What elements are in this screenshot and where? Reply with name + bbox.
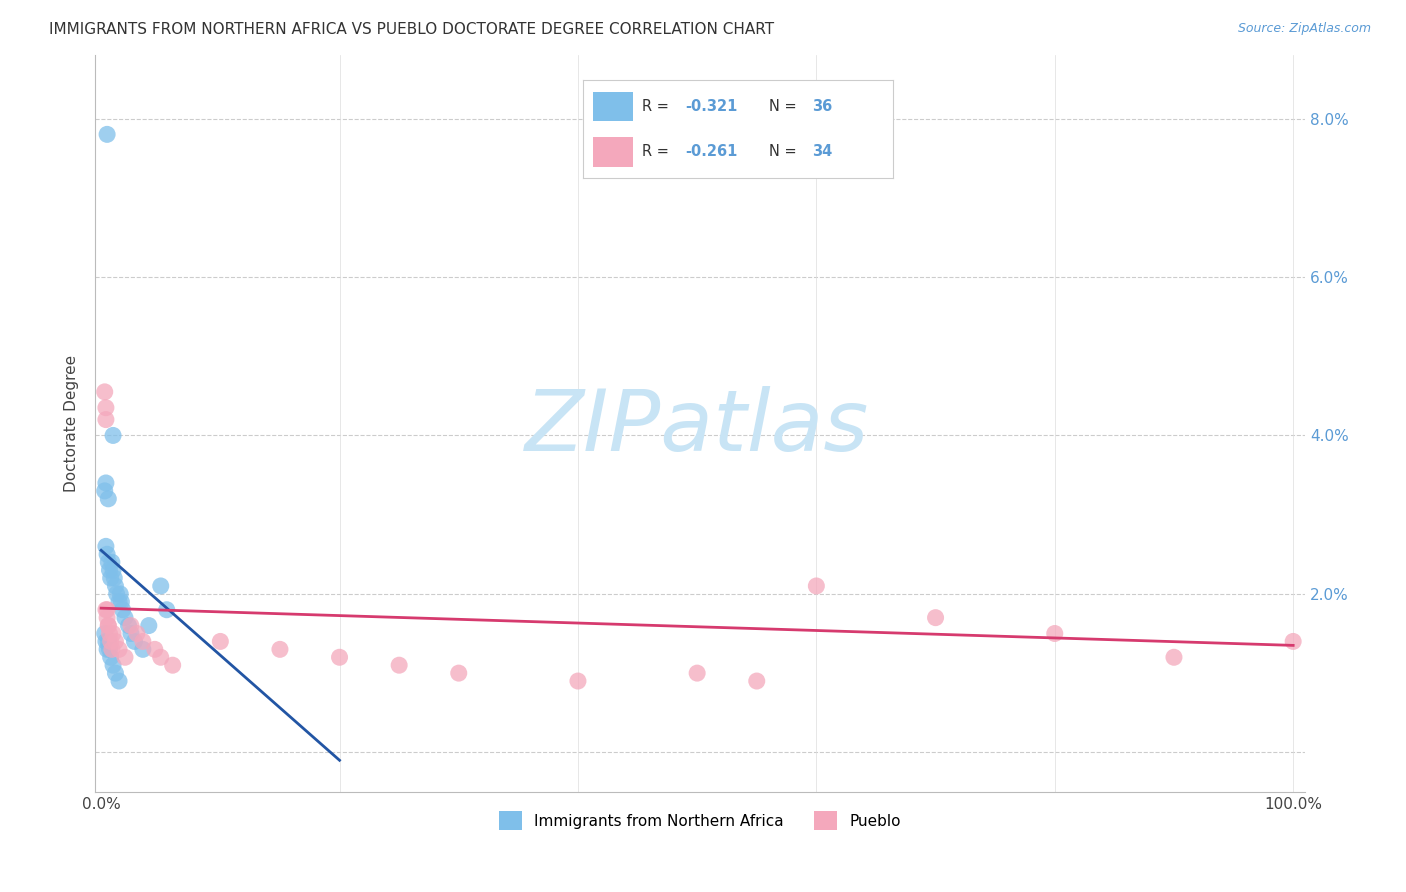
Legend: Immigrants from Northern Africa, Pueblo: Immigrants from Northern Africa, Pueblo [494, 805, 907, 836]
Point [97, 491, 120, 506]
Text: IMMIGRANTS FROM NORTHERN AFRICA VS PUEBLO DOCTORATE DEGREE CORRELATION CHART: IMMIGRANTS FROM NORTHERN AFRICA VS PUEBL… [49, 22, 775, 37]
Text: R =: R = [643, 145, 673, 160]
Point [108, 642, 131, 657]
Point [209, 634, 232, 648]
Point [124, 634, 146, 648]
Point [101, 563, 124, 577]
Text: 36: 36 [813, 99, 832, 114]
Point [94, 603, 117, 617]
Point [1043, 626, 1066, 640]
FancyBboxPatch shape [593, 137, 633, 167]
Point [93, 384, 115, 399]
Point [114, 650, 136, 665]
Y-axis label: Doctorate Degree: Doctorate Degree [65, 355, 79, 492]
Point [745, 673, 768, 688]
Point [686, 666, 709, 681]
Point [97, 618, 120, 632]
Point [94, 634, 117, 648]
Point [96, 547, 118, 561]
Point [924, 610, 946, 624]
Point [120, 618, 142, 632]
Point [96, 610, 118, 624]
Point [97, 618, 120, 632]
Point [105, 587, 128, 601]
Point [162, 658, 184, 673]
Text: N =: N = [769, 145, 801, 160]
Text: 34: 34 [813, 145, 832, 160]
Point [132, 642, 155, 657]
Point [96, 603, 118, 617]
Point [114, 610, 136, 624]
Text: R =: R = [643, 99, 673, 114]
Point [100, 650, 122, 665]
Point [110, 587, 132, 601]
Point [94, 475, 117, 490]
Point [117, 618, 139, 632]
Point [104, 579, 127, 593]
Point [98, 563, 121, 577]
Point [149, 650, 172, 665]
Point [100, 571, 122, 585]
Point [103, 571, 125, 585]
Point [101, 626, 124, 640]
Point [567, 673, 589, 688]
Point [93, 483, 115, 498]
Point [149, 579, 172, 593]
Text: -0.321: -0.321 [686, 99, 738, 114]
Point [156, 603, 179, 617]
Text: N =: N = [769, 99, 801, 114]
Point [101, 658, 124, 673]
Text: Source: ZipAtlas.com: Source: ZipAtlas.com [1237, 22, 1371, 36]
Point [111, 603, 134, 617]
Point [94, 401, 117, 415]
Point [328, 650, 350, 665]
Point [120, 626, 142, 640]
Point [143, 642, 166, 657]
Point [101, 428, 124, 442]
Point [108, 673, 131, 688]
Point [96, 642, 118, 657]
Point [1163, 650, 1185, 665]
Point [93, 626, 115, 640]
Point [110, 595, 132, 609]
Point [96, 128, 118, 142]
Point [108, 595, 131, 609]
Point [104, 634, 127, 648]
Point [98, 626, 121, 640]
Text: -0.261: -0.261 [686, 145, 738, 160]
Point [447, 666, 470, 681]
Point [125, 626, 148, 640]
Point [269, 642, 291, 657]
Point [101, 642, 124, 657]
Point [1282, 634, 1305, 648]
Point [98, 642, 121, 657]
Point [138, 618, 160, 632]
Point [806, 579, 828, 593]
Point [132, 634, 155, 648]
Text: ZIPatlas: ZIPatlas [524, 386, 869, 469]
Point [104, 666, 127, 681]
FancyBboxPatch shape [593, 92, 633, 121]
Point [100, 634, 122, 648]
Point [101, 555, 124, 569]
Point [94, 412, 117, 426]
Point [97, 555, 120, 569]
Point [97, 634, 120, 648]
Point [388, 658, 411, 673]
Point [94, 540, 117, 554]
